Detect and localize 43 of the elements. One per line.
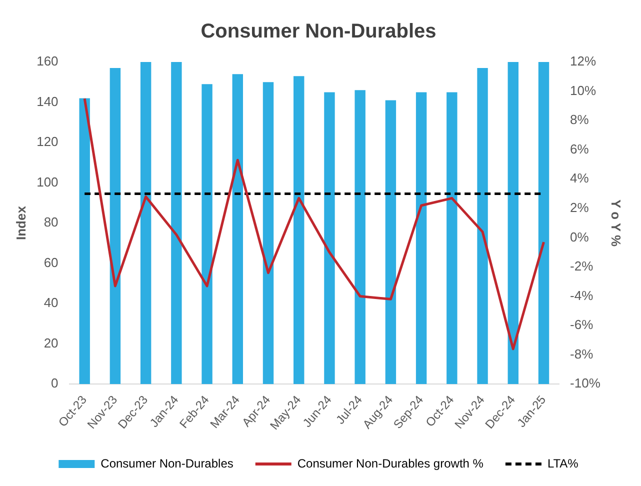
y2-tick-label: 0%	[570, 229, 590, 244]
bar	[508, 62, 518, 384]
y2-tick-label: 10%	[570, 82, 597, 98]
bar	[324, 92, 335, 384]
y2-tick-label: -4%	[570, 288, 594, 303]
bar	[446, 92, 458, 384]
y-tick-label: 0	[51, 376, 58, 391]
legend-label: Consumer Non-Durables	[100, 456, 234, 470]
y2-tick-label: 4%	[570, 170, 590, 186]
bar	[110, 68, 121, 384]
y2-tick-label: 6%	[570, 141, 590, 156]
y-tick-label: 80	[44, 214, 58, 230]
y-tick-label: 120	[36, 134, 58, 150]
legend-label: Consumer Non-Durables growth %	[297, 456, 484, 470]
y-tick-label: 100	[36, 174, 58, 190]
y-tick-label: 60	[44, 254, 58, 270]
y2-tick-label: -8%	[570, 346, 594, 362]
bar	[354, 90, 366, 384]
y2-tick-label: 2%	[570, 200, 590, 215]
legend-label: LTA%	[547, 456, 579, 470]
y-axis-title: Index	[13, 205, 28, 240]
y-tick-label: 160	[36, 54, 58, 69]
bar	[262, 82, 274, 384]
y-tick-label: 20	[44, 335, 58, 350]
y2-tick-label: -6%	[570, 317, 594, 332]
bar	[477, 68, 488, 384]
chart-title: Consumer Non-Durables	[200, 20, 436, 43]
y2-tick-label: -10%	[570, 376, 601, 391]
bar	[385, 100, 396, 384]
bar	[538, 62, 550, 384]
y-tick-label: 140	[36, 94, 58, 109]
bar	[79, 98, 90, 384]
y2-tick-label: 8%	[570, 112, 590, 128]
bar	[416, 92, 427, 384]
bar	[202, 84, 212, 384]
bar	[232, 74, 244, 384]
y-tick-label: 40	[44, 295, 58, 310]
y2-tick-label: 12%	[570, 54, 597, 69]
y2-axis-title: Y o Y %	[608, 200, 624, 247]
y2-tick-label: -2%	[570, 258, 594, 274]
bar	[140, 62, 152, 384]
bar	[171, 62, 182, 384]
bar	[294, 76, 304, 384]
